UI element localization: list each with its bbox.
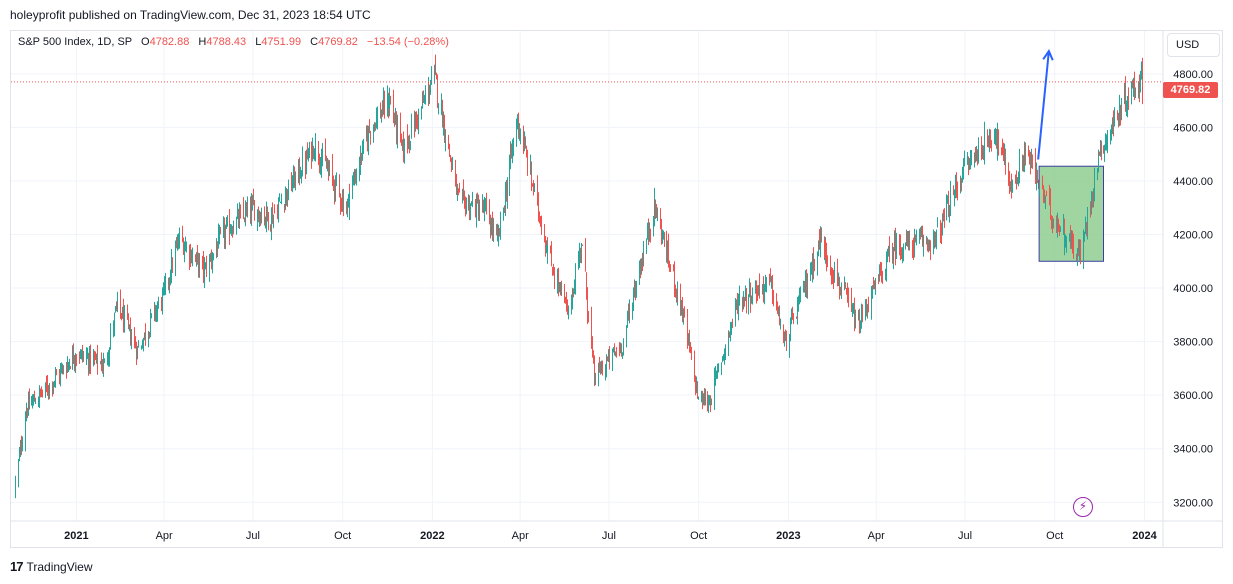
last-price-label: 4769.82 — [1163, 82, 1218, 98]
x-tick-label: Apr — [156, 530, 173, 542]
x-tick-label: Oct — [1046, 530, 1063, 542]
change-value: −13.54 (−0.28%) — [366, 36, 449, 48]
x-tick-label: 2021 — [64, 530, 88, 542]
tradingview-logo-text: TradingView — [26, 559, 93, 574]
y-tick-label: 4800.00 — [1173, 69, 1213, 81]
x-tick-label: Apr — [512, 530, 529, 542]
annotations — [1037, 49, 1104, 269]
open-value: 4782.88 — [149, 36, 190, 48]
y-tick-label: 4600.00 — [1173, 122, 1213, 134]
y-tick-label: 3400.00 — [1173, 444, 1213, 456]
x-tick-label: Oct — [690, 530, 707, 542]
close-key: C — [310, 36, 319, 48]
open-key: O — [141, 36, 150, 48]
time-axis: 2021 Apr Jul Oct 2022 Apr Jul Oct 2023 Apr Jul Oct 2… — [64, 530, 1157, 542]
candlestick-series — [11, 54, 1163, 499]
tradingview-logo-icon: 17 — [10, 559, 24, 574]
x-tick-label: 2024 — [1132, 530, 1157, 542]
chart-frame — [10, 30, 1223, 548]
y-tick-label: 3800.00 — [1173, 337, 1213, 349]
x-tick-label: 2022 — [420, 530, 444, 542]
x-tick-label: Jul — [602, 530, 616, 542]
low-value: 4751.99 — [261, 36, 302, 48]
high-value: 4788.43 — [206, 36, 247, 48]
x-tick-label: Oct — [334, 530, 351, 542]
low-key: L — [255, 36, 262, 48]
y-tick-label: 3200.00 — [1173, 497, 1213, 509]
x-tick-label: Jul — [246, 530, 260, 542]
x-tick-label: Apr — [868, 530, 885, 542]
currency-button[interactable]: USD — [1167, 33, 1220, 57]
y-tick-label: 4400.00 — [1173, 176, 1213, 188]
y-tick-label: 3600.00 — [1173, 390, 1213, 402]
ohlc-legend: S&P 500 Index, 1D, SP O4782.88 H4788.43 … — [18, 36, 449, 48]
y-tick-label: 4200.00 — [1173, 229, 1213, 241]
tradingview-logo[interactable]: 17 TradingView — [10, 559, 93, 574]
y-tick-label: 4000.00 — [1173, 283, 1213, 295]
high-key: H — [198, 36, 207, 48]
x-tick-label: 2023 — [776, 530, 800, 542]
price-axis: 3200.00 3400.00 3600.00 3800.00 4000.00 4200.… — [1173, 69, 1213, 509]
flash-icon[interactable]: ⚡ — [1073, 497, 1093, 517]
x-tick-label: Jul — [958, 530, 972, 542]
symbol-label: S&P 500 Index, 1D, SP — [18, 36, 132, 48]
arrow-shaft — [1037, 50, 1050, 160]
publisher-line: holeyprofit published on TradingView.com… — [10, 8, 371, 22]
arrow-head — [1042, 49, 1054, 61]
close-value: 4769.82 — [318, 36, 358, 48]
grid-lines — [11, 31, 1222, 547]
